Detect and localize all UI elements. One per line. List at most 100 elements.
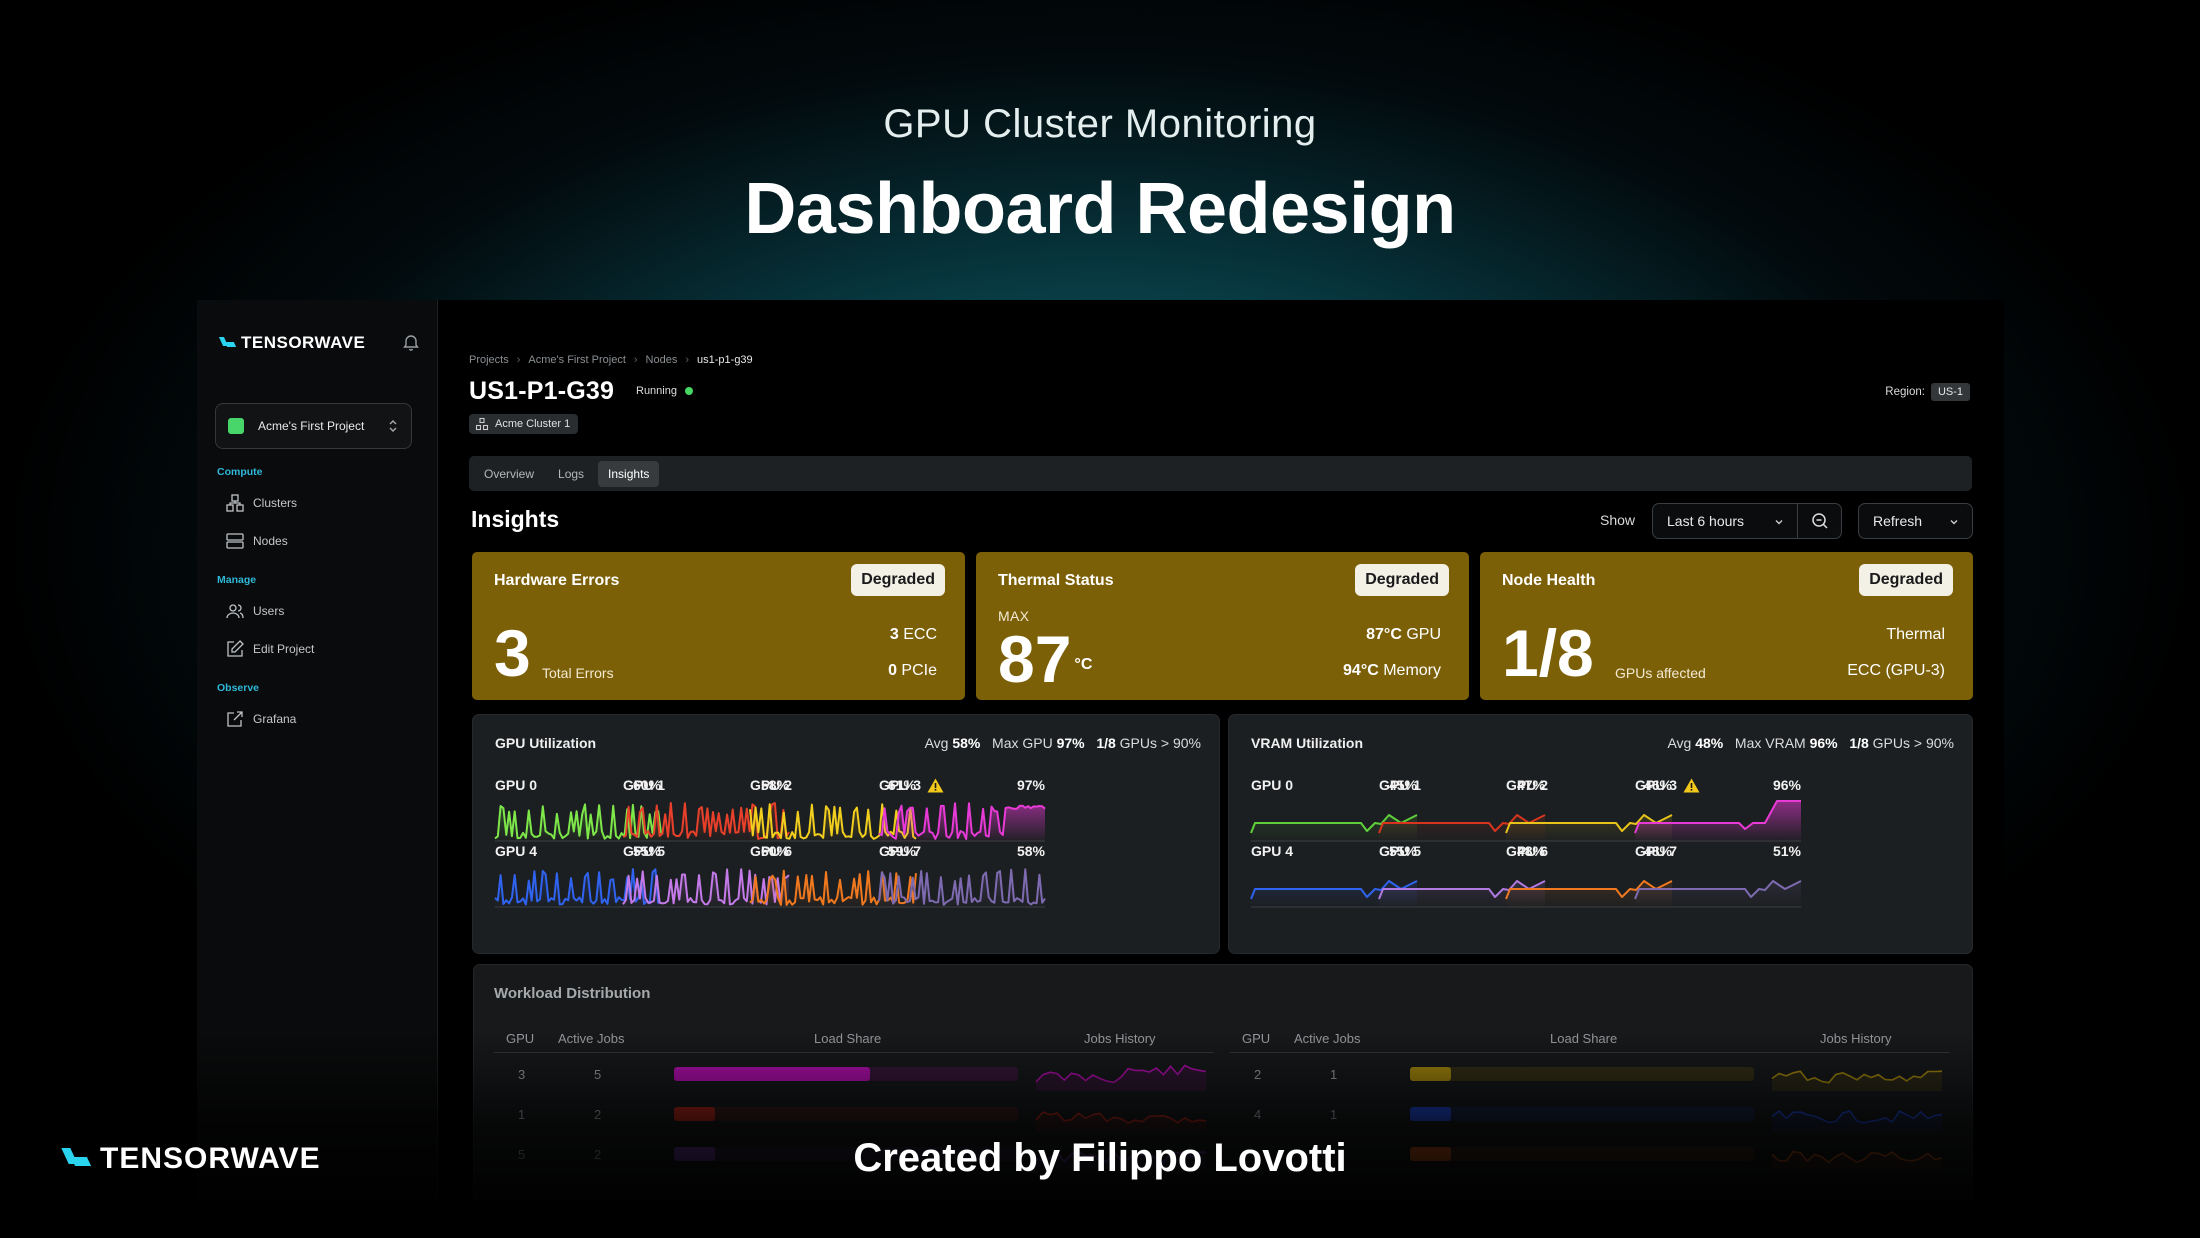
jobs-history-sparkline <box>1035 1111 1207 1131</box>
cluster-chip[interactable]: Acme Cluster 1 <box>469 414 579 434</box>
sparkline-line <box>494 868 662 906</box>
load-share-fill <box>674 1067 871 1081</box>
gpu-value: 46% <box>1643 777 1672 793</box>
sparkline-area <box>1251 815 1417 843</box>
sparkline-line <box>1250 814 1418 834</box>
gpu-tile-7[interactable]: GPU 7 51% <box>1634 843 1802 913</box>
panel-title: GPU Utilization <box>495 735 597 751</box>
gpu-name: GPU 1 <box>1379 777 1422 793</box>
column-header[interactable]: Active Jobs <box>1294 1031 1361 1046</box>
project-switcher[interactable]: Acme's First Project <box>215 403 412 449</box>
hardware-errors-card[interactable]: Hardware Errors Degraded 3 Total Errors … <box>472 552 965 700</box>
column-header[interactable]: GPU <box>506 1031 535 1046</box>
status-badge: Degraded <box>1355 564 1449 596</box>
cluster-name: Acme Cluster 1 <box>495 418 571 430</box>
sidebar-item-users[interactable]: Users <box>225 600 284 622</box>
sparkline-line <box>622 868 790 906</box>
sidebar-item-edit-project[interactable]: Edit Project <box>225 638 314 660</box>
chevron-right-icon: › <box>685 354 690 366</box>
time-range-select[interactable]: Last 6 hours <box>1652 503 1798 539</box>
external-link-icon <box>227 711 243 727</box>
vram-utilization-panel: VRAM Utilization Avg 48% Max VRAM 96% 1/… <box>1228 714 1973 954</box>
app-window: TENSORWAVE Acme's First Project Compute … <box>197 300 2004 1200</box>
sidebar-item-label: Users <box>253 604 285 618</box>
main-content: Projects › Acme's First Project › Nodes … <box>439 300 2004 1200</box>
gpu-tile-0[interactable]: GPU 0 45% <box>1250 777 1418 847</box>
gpu-tile-1[interactable]: GPU 1 47% <box>1378 777 1546 847</box>
chevron-down-icon <box>1950 520 1958 525</box>
sparkline-line <box>1250 880 1418 900</box>
load-share-bar <box>674 1067 1018 1081</box>
gpu-tile-4[interactable]: GPU 4 55% <box>494 843 662 913</box>
gpu-name: GPU 4 <box>495 843 538 859</box>
nodes-icon <box>226 533 244 549</box>
status-badge: Running <box>636 385 693 397</box>
gpu-value: 60% <box>760 843 789 859</box>
sidebar-item-nodes[interactable]: Nodes <box>225 530 288 552</box>
gpu-name: GPU 2 <box>750 777 793 793</box>
gpu-value: 48% <box>1516 843 1545 859</box>
credit-line: Created by Filippo Lovotti <box>853 1136 1347 1180</box>
gpu-name: GPU 3 <box>879 777 944 793</box>
gpu-id: 1 <box>518 1107 526 1122</box>
column-header[interactable]: GPU <box>1242 1031 1271 1046</box>
sidebar-item-grafana[interactable]: Grafana <box>225 708 296 730</box>
gpu-tile-7[interactable]: GPU 7 58% <box>878 843 1046 913</box>
gpu-value: 47% <box>1516 777 1545 793</box>
refresh-label: Refresh <box>1873 513 1923 529</box>
column-header[interactable]: Active Jobs <box>558 1031 625 1046</box>
hero-title: Dashboard Redesign <box>744 169 1456 249</box>
bell-icon[interactable] <box>401 332 421 352</box>
gpu-value: 51% <box>1772 843 1801 859</box>
gpu-name: GPU 6 <box>750 843 793 859</box>
gpu-tile-5[interactable]: GPU 5 60% <box>622 843 790 913</box>
column-header[interactable]: Load Share <box>814 1031 882 1046</box>
node-health-card[interactable]: Node Health Degraded 1/8 GPUs affected T… <box>1480 552 1973 700</box>
breadcrumb-projects[interactable]: Projects <box>469 354 509 366</box>
sparkline-area <box>1635 881 1801 909</box>
refresh-button[interactable]: Refresh <box>1858 503 1973 539</box>
column-header[interactable]: Load Share <box>1550 1031 1618 1046</box>
show-label: Show <box>1600 512 1636 528</box>
load-share-fill <box>1410 1107 1452 1121</box>
column-header[interactable]: Jobs History <box>1084 1031 1156 1046</box>
card-value-label: GPUs affected <box>1615 665 1706 681</box>
gpu-tile-3[interactable]: GPU 3 96% <box>1634 777 1801 847</box>
tab-logs[interactable]: Logs <box>558 466 585 481</box>
tab-insights[interactable]: Insights <box>598 460 660 487</box>
sidebar-item-clusters[interactable]: Clusters <box>225 492 297 514</box>
sparkline-line <box>1634 800 1801 834</box>
tab-overview[interactable]: Overview <box>484 466 535 481</box>
gpu-value: 58% <box>1016 843 1045 859</box>
column-header[interactable]: Jobs History <box>1820 1031 1892 1046</box>
tensorwave-logo-icon <box>221 336 235 350</box>
gpu-value: 97% <box>1016 777 1045 793</box>
gpu-tile-3[interactable]: GPU 3 97% <box>878 777 1046 847</box>
warning-icon <box>927 778 944 792</box>
sparkline-chart <box>1634 880 1802 909</box>
load-share-bar <box>674 1107 1018 1121</box>
breadcrumb-nodes[interactable]: Nodes <box>645 354 678 366</box>
chevron-down-icon <box>1775 520 1783 525</box>
chevron-up-down-icon <box>389 420 397 432</box>
gpu-name: GPU 4 <box>1251 843 1294 859</box>
sparkline-line <box>878 868 1046 906</box>
gpu-tile-0[interactable]: GPU 0 60% <box>494 777 662 847</box>
breadcrumb-project[interactable]: Acme's First Project <box>528 354 626 366</box>
gpu-tile-5[interactable]: GPU 5 48% <box>1378 843 1546 913</box>
card-value: 1/8 <box>1502 616 1594 690</box>
zoom-button[interactable] <box>1797 503 1842 539</box>
nav-group-observe: Observe <box>217 682 260 694</box>
gpu-tile-4[interactable]: GPU 4 55% <box>1250 843 1418 913</box>
sparkline-line <box>1505 814 1673 834</box>
breadcrumb: Projects › Acme's First Project › Nodes … <box>469 354 753 366</box>
brand-name: TENSORWAVE <box>241 333 366 352</box>
sidebar-item-label: Nodes <box>253 534 288 548</box>
jobs-history-sparkline <box>1771 1070 1943 1091</box>
thermal-status-card[interactable]: Thermal Status Degraded MAX 87 °C 87°C GP… <box>976 552 1469 700</box>
sparkline-line <box>1378 814 1546 834</box>
